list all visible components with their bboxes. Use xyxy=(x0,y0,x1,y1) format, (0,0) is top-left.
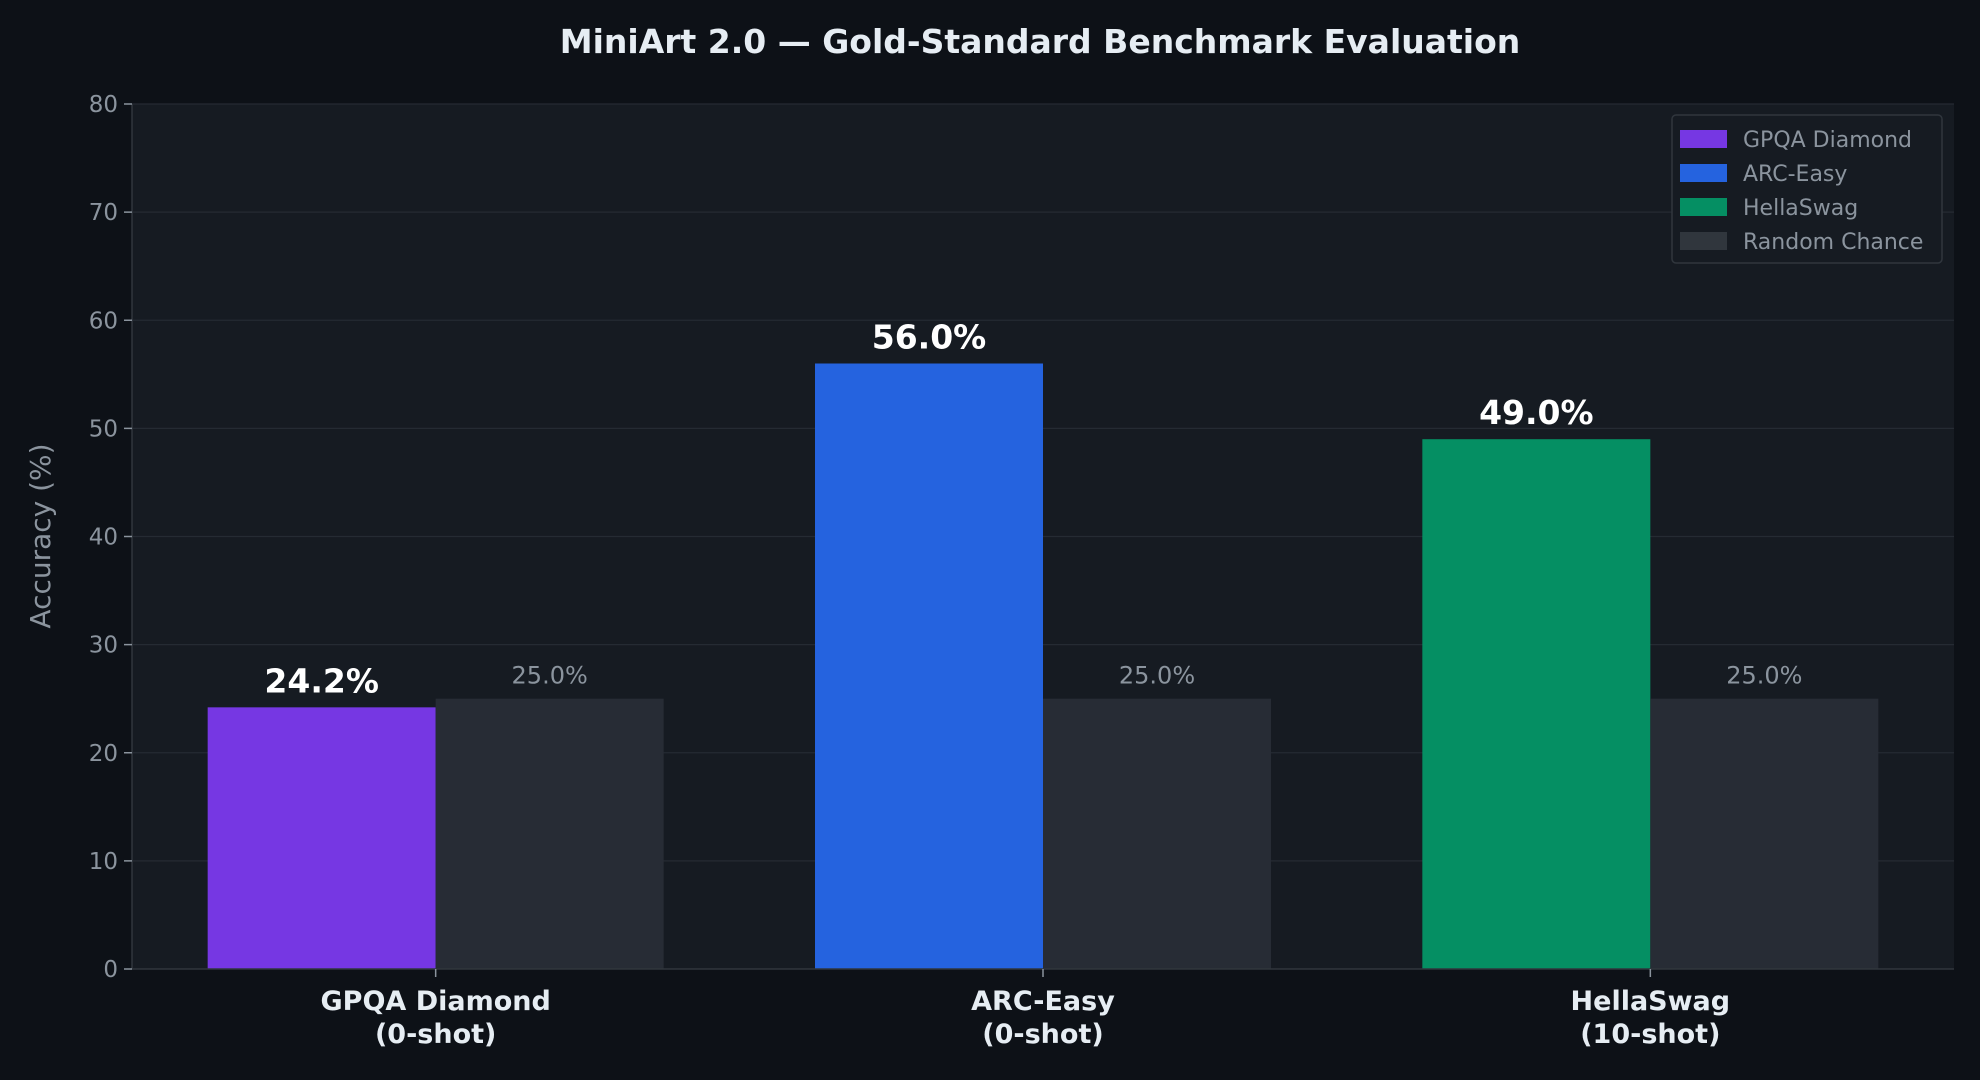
y-tick-label: 40 xyxy=(89,525,118,551)
x-tick-label: HellaSwag xyxy=(1571,986,1731,1017)
random-chance-label: 25.0% xyxy=(1119,662,1195,690)
y-axis-label: Accuracy (%) xyxy=(24,443,57,628)
y-tick-label: 20 xyxy=(89,741,118,767)
y-tick-label: 50 xyxy=(89,416,118,442)
bar-model-score xyxy=(207,707,436,969)
legend-label: ARC-Easy xyxy=(1743,162,1847,187)
y-tick-label: 0 xyxy=(103,957,118,983)
value-labels: 24.2% 25.0% 56.0% 25.0% 49.0% 25.0% xyxy=(264,318,1802,701)
legend-swatch xyxy=(1680,232,1727,250)
model-score-label: 49.0% xyxy=(1479,393,1594,432)
x-tick-label: (0-shot) xyxy=(375,1019,496,1050)
legend-label: HellaSwag xyxy=(1743,196,1858,221)
bars xyxy=(207,363,1879,969)
model-score-label: 56.0% xyxy=(872,318,987,357)
bar-random-chance xyxy=(435,698,664,969)
y-tick-label: 30 xyxy=(89,633,118,659)
y-ticks: 0 10 20 30 40 50 60 70 80 xyxy=(89,92,132,983)
random-chance-label: 25.0% xyxy=(512,662,588,690)
y-tick-label: 70 xyxy=(89,200,118,226)
legend-box xyxy=(1671,114,1943,264)
y-tick-label: 60 xyxy=(89,308,118,334)
x-tick-label: GPQA Diamond xyxy=(321,986,551,1017)
legend-label: Random Chance xyxy=(1743,230,1923,255)
legend-swatch xyxy=(1680,164,1727,182)
legend-swatch xyxy=(1680,130,1727,148)
model-score-label: 24.2% xyxy=(264,661,379,700)
legend-swatch xyxy=(1680,198,1727,216)
x-ticks: GPQA Diamond(0-shot)ARC-Easy(0-shot)Hell… xyxy=(321,969,1731,1050)
chart-title: MiniArt 2.0 — Gold-Standard Benchmark Ev… xyxy=(560,22,1521,61)
bar-random-chance xyxy=(1650,698,1879,969)
bar-model-score xyxy=(1422,439,1651,969)
y-tick-label: 10 xyxy=(89,849,118,875)
legend: GPQA Diamond ARC-Easy HellaSwag Random Chan… xyxy=(1671,114,1943,264)
x-tick-label: (0-shot) xyxy=(982,1019,1103,1050)
random-chance-label: 25.0% xyxy=(1726,662,1802,690)
y-tick-label: 80 xyxy=(89,92,118,118)
x-tick-label: (10-shot) xyxy=(1580,1019,1720,1050)
x-tick-label: ARC-Easy xyxy=(971,986,1115,1017)
legend-label: GPQA Diamond xyxy=(1743,128,1912,153)
bar-random-chance xyxy=(1043,698,1271,969)
bar-model-score xyxy=(815,363,1043,969)
